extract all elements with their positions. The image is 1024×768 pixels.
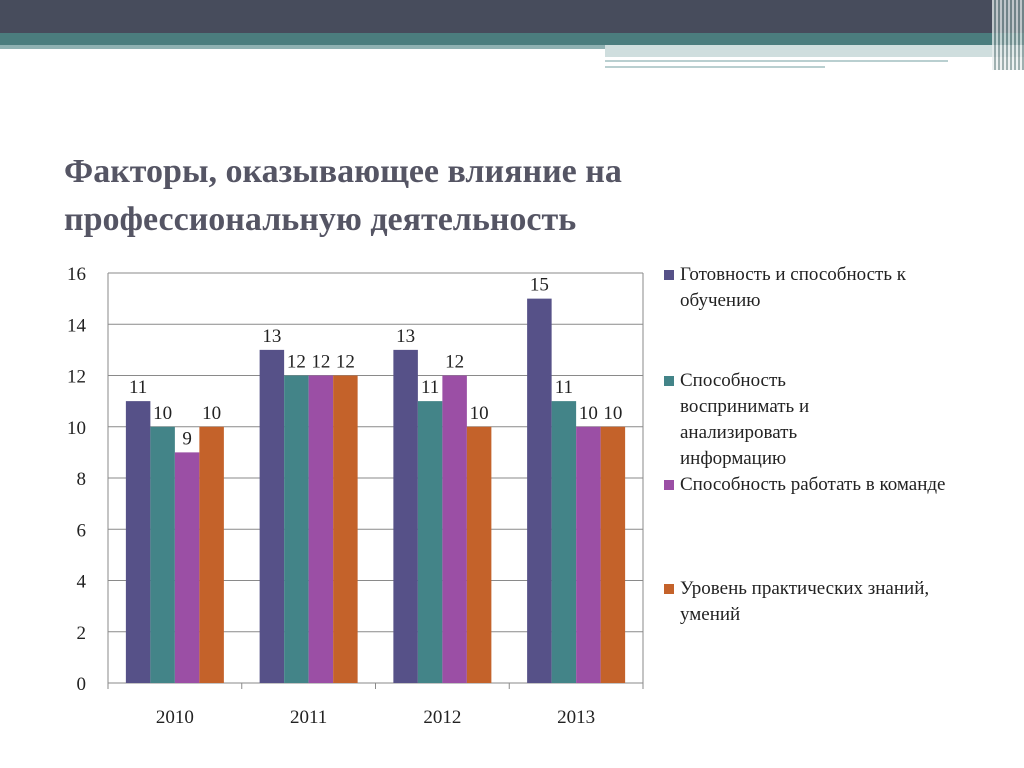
x-tick-label: 2013 (557, 707, 595, 728)
legend-label: Готовность и способность к обучению (680, 264, 906, 311)
data-label: 12 (445, 352, 464, 373)
y-tick-label: 2 (77, 623, 87, 644)
bar (551, 401, 577, 683)
slide-title-line: Факторы, оказывающее влияние на (64, 153, 622, 190)
bar (150, 426, 175, 683)
data-label: 12 (287, 352, 306, 373)
legend-item: Способность работать в команде (664, 472, 984, 498)
data-label: 10 (603, 403, 622, 424)
bar (125, 401, 151, 683)
bar (442, 375, 467, 683)
bar (417, 401, 443, 683)
legend-swatch (664, 270, 674, 280)
data-label: 11 (129, 377, 147, 398)
legend-label: Способность работать в команде (680, 474, 946, 495)
y-tick-label: 6 (77, 520, 87, 541)
header-dark-band (0, 0, 1024, 33)
data-label: 10 (579, 403, 598, 424)
data-label: 10 (470, 403, 489, 424)
header-accent-line (605, 60, 948, 62)
legend-swatch (664, 376, 674, 386)
y-tick-label: 12 (67, 367, 86, 388)
x-tick-label: 2010 (156, 707, 194, 728)
data-label: 11 (555, 377, 573, 398)
header-stripes (992, 0, 1024, 70)
decorative-header-bar (0, 0, 1024, 70)
slide-title-line: профессиональную деятельность (64, 201, 577, 238)
y-tick-label: 10 (67, 418, 86, 439)
header-teal-accent (0, 45, 605, 49)
bar (284, 375, 309, 683)
y-tick-label: 4 (77, 572, 87, 593)
bar (199, 426, 224, 683)
legend-item: Способность воспринимать и анализировать… (664, 368, 984, 472)
data-label: 10 (153, 403, 172, 424)
data-label: 9 (182, 428, 192, 449)
data-label: 12 (311, 352, 330, 373)
data-label: 13 (262, 326, 281, 347)
bar (174, 452, 200, 683)
data-label: 10 (202, 403, 221, 424)
data-label: 12 (336, 352, 355, 373)
data-label: 13 (396, 326, 415, 347)
header-accent-line (605, 66, 825, 68)
legend-swatch (664, 584, 674, 594)
legend-swatch (664, 480, 674, 490)
bar (393, 349, 418, 683)
bar (466, 426, 492, 683)
y-tick-label: 14 (67, 315, 87, 336)
bar (527, 298, 552, 683)
header-teal-band (0, 33, 1024, 45)
bar (576, 426, 601, 683)
y-tick-label: 0 (77, 674, 87, 695)
legend-item: Уровень практических знаний, умений (664, 576, 984, 628)
bar (259, 349, 285, 683)
data-label: 15 (530, 275, 549, 296)
slide-title: Факторы, оказывающее влияние на професси… (64, 148, 964, 244)
y-tick-label: 8 (77, 469, 87, 490)
legend-item: Готовность и способность к обучению (664, 262, 984, 314)
bar (333, 375, 358, 683)
legend-label: Уровень практических знаний, умений (680, 578, 930, 625)
legend-label: Способность воспринимать и анализировать… (680, 370, 810, 469)
y-tick-label: 16 (67, 264, 86, 285)
x-tick-label: 2012 (423, 707, 461, 728)
data-label: 11 (421, 377, 439, 398)
bar (600, 426, 626, 683)
bar (308, 375, 334, 683)
x-tick-label: 2011 (290, 707, 327, 728)
header-pale-band (605, 45, 1024, 57)
